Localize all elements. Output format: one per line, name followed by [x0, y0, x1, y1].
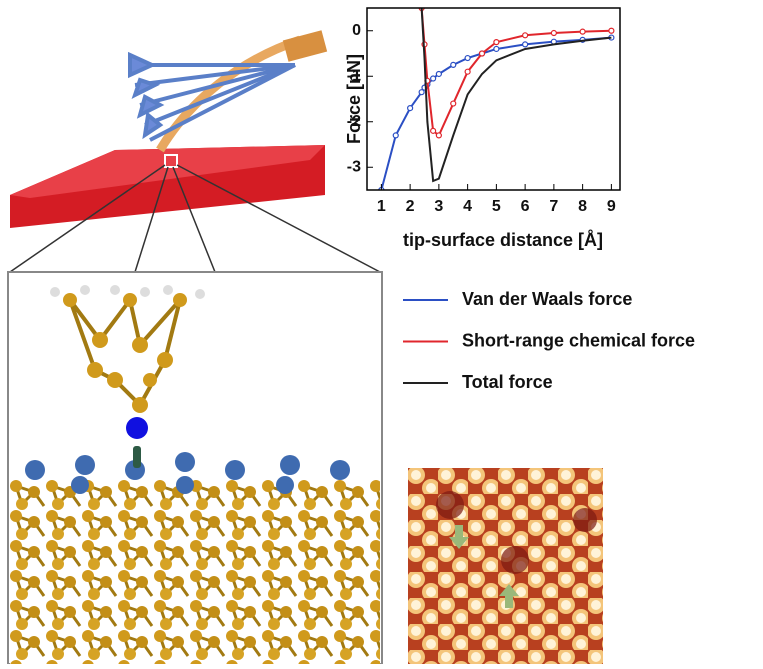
data-point: [494, 40, 499, 45]
figure: Force [nN] tip-surface distance [Å] 1234…: [0, 0, 763, 664]
x-tick-label: 8: [578, 198, 587, 215]
data-point: [465, 56, 470, 61]
x-tick-label: 1: [377, 198, 386, 215]
data-point: [580, 29, 585, 34]
data-point: [436, 71, 441, 76]
data-point: [523, 42, 528, 47]
data-point: [480, 51, 485, 56]
data-point: [393, 133, 398, 138]
data-point: [451, 62, 456, 67]
data-point: [451, 101, 456, 106]
plot-frame: [367, 8, 620, 190]
x-tick-label: 4: [463, 198, 472, 215]
x-tick-label: 2: [406, 198, 415, 215]
y-tick-label: -2: [347, 113, 361, 130]
data-point: [408, 106, 413, 111]
legend-label: Total force: [462, 372, 553, 392]
surface-lattice: [10, 480, 380, 664]
x-tick-label: 9: [607, 198, 616, 215]
data-point: [431, 128, 436, 133]
data-point: [551, 31, 556, 36]
data-point: [609, 28, 614, 33]
data-point: [436, 133, 441, 138]
y-tick-label: -3: [347, 158, 361, 175]
data-point: [431, 76, 436, 81]
x-tick-label: 5: [492, 198, 501, 215]
x-tick-label: 7: [549, 198, 558, 215]
cantilever-base: [283, 30, 327, 62]
data-point: [465, 69, 470, 74]
data-point: [523, 33, 528, 38]
x-tick-label: 3: [434, 198, 443, 215]
legend-label: Short-range chemical force: [462, 330, 695, 350]
y-tick-label: -1: [347, 67, 361, 84]
series-line: [422, 8, 612, 135]
legend: Van der Waals force Short-range chemical …: [403, 289, 695, 392]
x-axis-label: tip-surface distance [Å]: [403, 230, 603, 250]
plot-area: [379, 6, 614, 193]
x-tick-label: 6: [521, 198, 530, 215]
legend-label: Van der Waals force: [462, 289, 632, 309]
y-tick-label: 0: [352, 22, 361, 39]
data-point: [494, 46, 499, 51]
oscillation: [130, 55, 295, 140]
